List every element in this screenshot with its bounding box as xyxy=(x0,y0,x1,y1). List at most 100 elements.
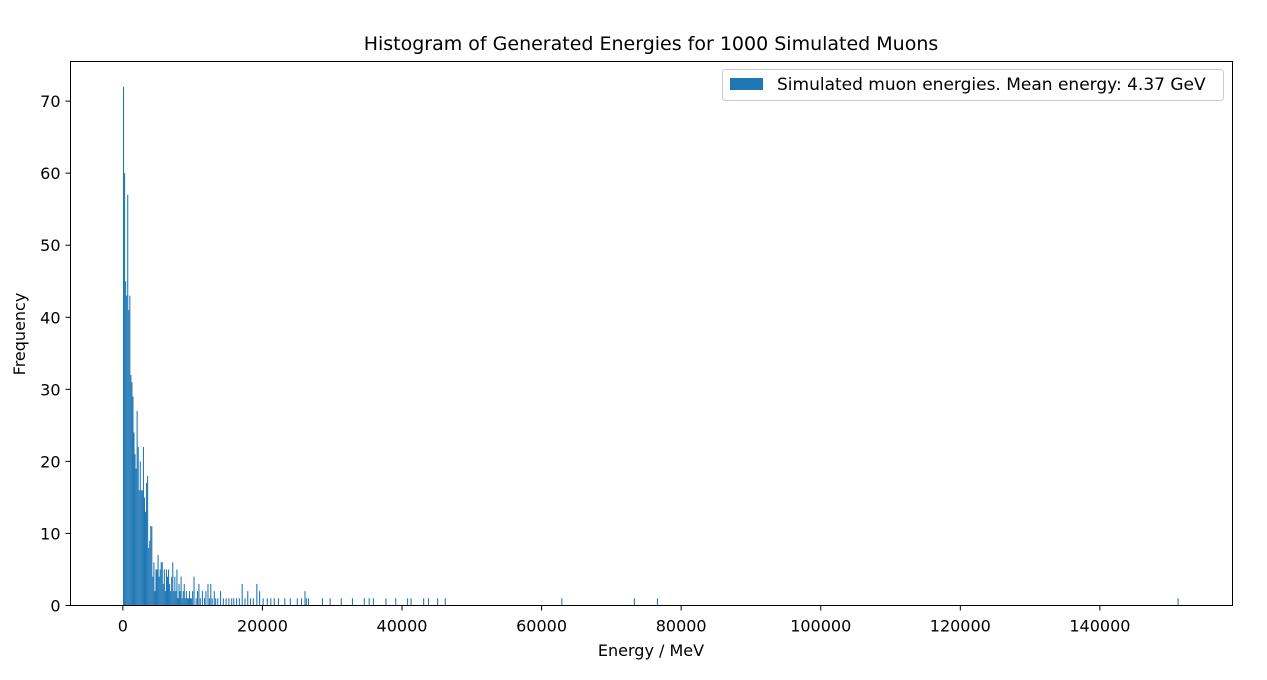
histogram-bar xyxy=(157,555,159,606)
histogram-bar xyxy=(444,598,446,606)
histogram-bar xyxy=(273,598,275,606)
x-tick-label: 40000 xyxy=(377,617,428,636)
histogram-bar xyxy=(184,598,186,606)
histogram-bar xyxy=(183,583,185,606)
histogram-bar xyxy=(259,591,261,606)
histogram-bar xyxy=(175,591,177,606)
histogram-bar xyxy=(158,576,160,606)
histogram-bar xyxy=(166,576,169,606)
histogram-bar xyxy=(252,598,254,606)
histogram-bars xyxy=(123,86,1179,606)
histogram-bar xyxy=(155,569,157,606)
histogram-bar xyxy=(123,86,125,606)
histogram-bar xyxy=(270,598,272,606)
histogram-bar xyxy=(231,598,233,606)
histogram-bar xyxy=(177,598,179,606)
histogram-bar xyxy=(277,598,280,606)
y-axis-ticks: 0 10 20 30 40 50 60 70 xyxy=(40,92,71,616)
histogram-bar xyxy=(222,598,224,606)
x-tick-label: 120000 xyxy=(930,617,991,636)
x-tick-label: 140000 xyxy=(1069,617,1130,636)
histogram-bar xyxy=(141,490,143,606)
histogram-bar xyxy=(124,173,126,606)
histogram-bar xyxy=(170,591,172,606)
histogram-bar xyxy=(1177,598,1179,606)
histogram-bar xyxy=(169,583,171,606)
histogram-bar xyxy=(211,598,213,606)
y-tick-label: 50 xyxy=(40,236,60,255)
y-axis-label: Frequency xyxy=(10,293,29,376)
histogram-bar xyxy=(125,281,127,606)
chart-title: Histogram of Generated Energies for 1000… xyxy=(364,33,939,55)
histogram-bar xyxy=(244,598,246,606)
histogram-bar xyxy=(205,591,207,606)
histogram-bar xyxy=(203,598,206,606)
histogram-bar xyxy=(180,576,182,606)
histogram-bar xyxy=(132,396,134,606)
histogram-bar xyxy=(321,598,323,606)
histogram-bar xyxy=(410,598,412,606)
legend-label: Simulated muon energies. Mean energy: 4.… xyxy=(777,75,1206,95)
x-tick-label: 20000 xyxy=(237,617,288,636)
histogram-bar xyxy=(150,526,152,606)
histogram-bar xyxy=(423,598,425,606)
histogram-bar xyxy=(142,446,144,606)
histogram-bar xyxy=(133,432,135,606)
histogram-bar xyxy=(363,598,365,606)
histogram-bar xyxy=(192,591,194,606)
histogram-bar xyxy=(165,569,167,606)
histogram-bar xyxy=(159,569,161,606)
histogram-bar xyxy=(407,598,409,606)
histogram-bar xyxy=(250,598,252,606)
y-tick-label: 20 xyxy=(40,452,60,471)
x-tick-label: 80000 xyxy=(656,617,707,636)
histogram-bar xyxy=(176,569,178,606)
histogram-bar xyxy=(171,576,173,606)
legend-box xyxy=(722,69,1224,101)
histogram-bar xyxy=(160,562,162,606)
histogram-bar xyxy=(193,576,195,606)
histogram-bar xyxy=(195,598,197,606)
histogram-bar xyxy=(163,569,165,606)
histogram-bar xyxy=(168,569,170,606)
histogram-bar xyxy=(137,446,139,606)
histogram-bar xyxy=(217,598,219,606)
histogram-bar xyxy=(225,598,227,606)
histogram-bar xyxy=(173,591,175,606)
histogram-bar xyxy=(201,591,203,606)
y-tick-label: 60 xyxy=(40,164,60,183)
histogram-bar xyxy=(300,598,303,606)
histogram-bar xyxy=(178,583,180,606)
histogram-bar xyxy=(136,410,138,606)
histogram-bar xyxy=(198,583,200,606)
histogram-bar xyxy=(174,576,176,606)
x-tick-label: 0 xyxy=(118,617,128,636)
histogram-bar xyxy=(256,583,258,606)
histogram-bar xyxy=(154,591,156,606)
histogram-bar xyxy=(187,598,189,606)
histogram-bar xyxy=(210,583,212,606)
histogram-bar xyxy=(156,569,158,606)
histogram-bar xyxy=(139,461,141,606)
histogram-bar xyxy=(135,468,137,606)
histogram-bar xyxy=(130,374,132,606)
y-tick-label: 40 xyxy=(40,308,60,327)
histogram-bar xyxy=(241,583,243,606)
histogram-bar xyxy=(305,598,307,606)
histogram-bar xyxy=(215,598,217,606)
histogram-bar xyxy=(633,598,635,606)
histogram-bar xyxy=(289,598,291,606)
histogram-bar xyxy=(247,591,249,606)
histogram-bar xyxy=(186,598,188,606)
histogram-bar xyxy=(126,295,128,606)
y-tick-label: 0 xyxy=(50,597,60,616)
y-tick-label: 70 xyxy=(40,92,60,111)
histogram-bar xyxy=(151,526,153,606)
histogram-bar xyxy=(207,583,209,606)
x-tick-label: 60000 xyxy=(516,617,567,636)
legend: Simulated muon energies. Mean energy: 4.… xyxy=(722,69,1224,101)
histogram-bar xyxy=(284,598,286,606)
histogram-bar xyxy=(351,598,353,606)
